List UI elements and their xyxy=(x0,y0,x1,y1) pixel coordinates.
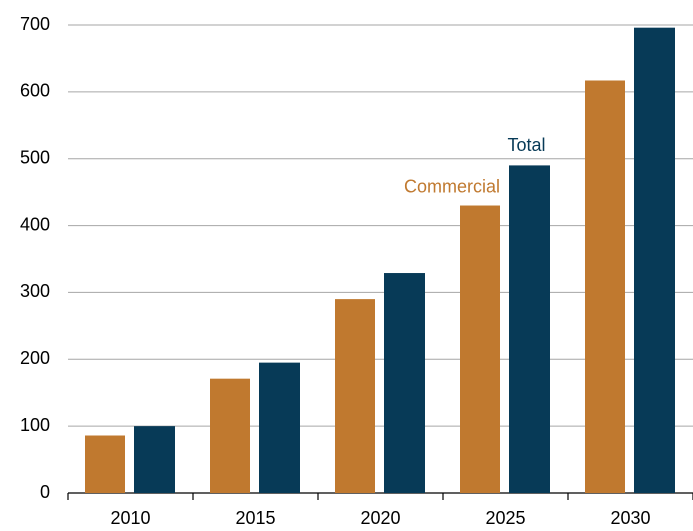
bar xyxy=(460,205,500,493)
bar xyxy=(259,362,300,493)
legend-label: Total xyxy=(507,135,545,155)
y-tick-label: 0 xyxy=(40,482,50,502)
y-tick-label: 200 xyxy=(20,348,50,368)
y-tick-label: 300 xyxy=(20,281,50,301)
legend-label: Commercial xyxy=(404,176,500,196)
y-tick-label: 600 xyxy=(20,81,50,101)
x-tick-label: 2020 xyxy=(360,508,400,528)
bar xyxy=(509,165,550,493)
x-tick-label: 2030 xyxy=(610,508,650,528)
bar xyxy=(634,27,675,493)
bar xyxy=(85,435,125,493)
bar xyxy=(585,80,625,494)
x-tick-label: 2025 xyxy=(485,508,525,528)
x-tick-label: 2015 xyxy=(235,508,275,528)
bar xyxy=(210,378,250,493)
bar xyxy=(384,273,425,493)
y-tick-label: 100 xyxy=(20,415,50,435)
bar xyxy=(335,299,375,493)
y-tick-label: 400 xyxy=(20,214,50,234)
bar xyxy=(134,426,175,493)
x-tick-label: 2010 xyxy=(110,508,150,528)
y-tick-label: 700 xyxy=(20,14,50,34)
y-tick-label: 500 xyxy=(20,147,50,167)
